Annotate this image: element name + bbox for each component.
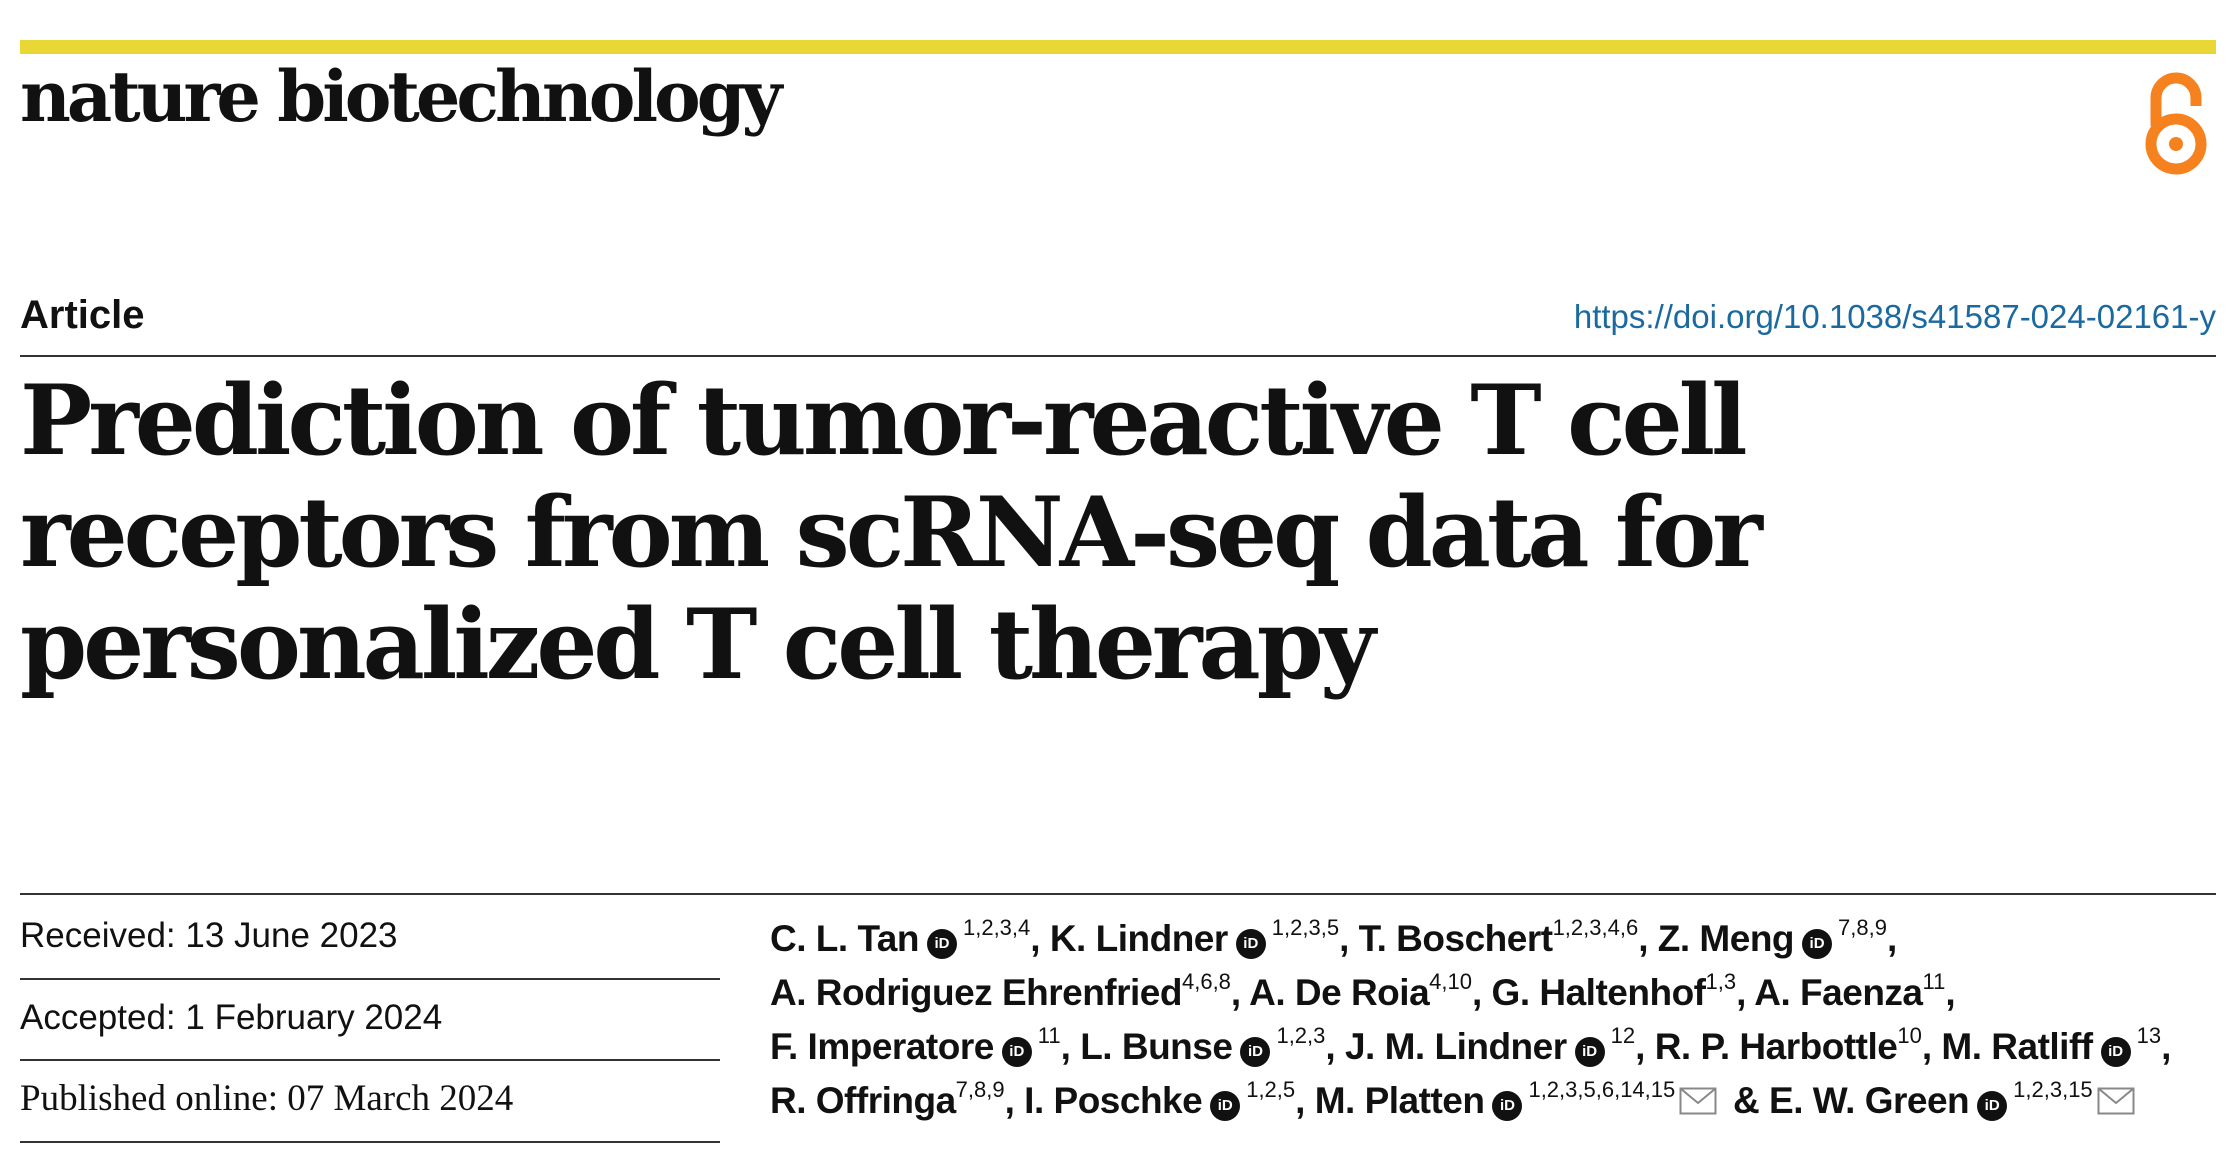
orcid-icon[interactable]: iD (1001, 1037, 1032, 1067)
open-access-icon[interactable] (2136, 66, 2216, 176)
affiliation-numbers[interactable]: 1,2,3,15 (2013, 1077, 2093, 1102)
author-name[interactable]: T. Boschert (1358, 918, 1553, 959)
affiliation-numbers[interactable]: 12 (1610, 1023, 1636, 1048)
affiliation-numbers[interactable]: 1,3 (1705, 969, 1737, 994)
email-icon[interactable] (1679, 1087, 1717, 1115)
received-date: Received: 13 June 2023 (20, 916, 398, 955)
date-divider (20, 1059, 720, 1061)
orcid-icon[interactable]: iD (1210, 1091, 1241, 1121)
author: J. M. Lindner iD12 (1344, 1023, 1636, 1067)
orcid-icon[interactable]: iD (1240, 1037, 1271, 1067)
orcid-icon[interactable]: iD (1802, 929, 1833, 959)
author: F. Imperatore iD11 (770, 1023, 1061, 1067)
email-icon[interactable] (2097, 1087, 2135, 1115)
author-name[interactable]: A. Rodriguez Ehrenfried (770, 972, 1182, 1013)
author: A. Faenza11 (1754, 969, 1946, 1014)
affiliation-numbers[interactable]: 1,2,3,5,6,14,15 (1528, 1077, 1676, 1102)
author: M. Platten iD1,2,3,5,6,14,15 (1314, 1077, 1724, 1121)
author-name[interactable]: A. Faenza (1754, 972, 1923, 1013)
author: A. Rodriguez Ehrenfried4,6,8 (770, 969, 1231, 1014)
affiliation-numbers[interactable]: 1,2,3,4 (962, 915, 1031, 940)
author-name[interactable]: L. Bunse (1080, 1026, 1233, 1067)
author: L. Bunse iD1,2,3 (1080, 1023, 1326, 1067)
author: A. De Roia4,10 (1249, 969, 1472, 1014)
affiliation-numbers[interactable]: 1,2,3,4,6 (1552, 915, 1639, 940)
author: E. W. Green iD1,2,3,15 (1769, 1077, 2141, 1121)
orcid-icon[interactable]: iD (1977, 1091, 2008, 1121)
author-name[interactable]: F. Imperatore (770, 1026, 994, 1067)
author-name[interactable]: R. Offringa (770, 1080, 956, 1121)
author: K. Lindner iD1,2,3,5 (1049, 915, 1340, 959)
author-name[interactable]: J. M. Lindner (1344, 1026, 1567, 1067)
orcid-icon[interactable]: iD (1574, 1037, 1605, 1067)
author-name[interactable]: M. Platten (1314, 1080, 1485, 1121)
affiliation-numbers[interactable]: 11 (1922, 969, 1946, 994)
author: R. Offringa7,8,9 (770, 1077, 1005, 1122)
journal-name[interactable]: nature biotechnology (20, 55, 782, 138)
author-list: C. L. Tan iD1,2,3,4, K. Lindner iD1,2,3,5,… (770, 915, 2171, 1122)
author: C. L. Tan iD1,2,3,4 (770, 915, 1031, 959)
author: M. Ratliff iD13 (1941, 1023, 2162, 1067)
orcid-icon[interactable]: iD (2100, 1037, 2131, 1067)
author-name[interactable]: A. De Roia (1249, 972, 1430, 1013)
affiliation-numbers[interactable]: 4,6,8 (1181, 969, 1231, 994)
orcid-icon[interactable]: iD (1492, 1091, 1523, 1121)
affiliation-numbers[interactable]: 1,2,3 (1276, 1023, 1326, 1048)
author-name[interactable]: R. P. Harbottle (1654, 1026, 1898, 1067)
author-name[interactable]: E. W. Green (1769, 1080, 1970, 1121)
author-name[interactable]: C. L. Tan (770, 918, 919, 959)
author-name[interactable]: I. Poschke (1024, 1080, 1203, 1121)
author: Z. Meng iD7,8,9 (1657, 915, 1887, 959)
affiliation-numbers[interactable]: 7,8,9 (1838, 915, 1887, 940)
article-type: Article (20, 293, 145, 337)
author-name[interactable]: Z. Meng (1657, 918, 1795, 959)
affiliation-numbers[interactable]: 10 (1897, 1023, 1922, 1048)
title-divider (20, 355, 2216, 357)
author: T. Boschert1,2,3,4,6 (1358, 915, 1639, 960)
author: R. P. Harbottle10 (1654, 1023, 1922, 1068)
published-date: Published online: 07 March 2024 (20, 1078, 514, 1119)
affiliation-numbers[interactable]: 1,2,5 (1246, 1077, 1296, 1102)
accepted-date: Accepted: 1 February 2024 (20, 998, 443, 1037)
author-name[interactable]: M. Ratliff (1941, 1026, 2093, 1067)
author-name[interactable]: G. Haltenhof (1491, 972, 1706, 1013)
article-title: Prediction of tumor-reactive T cell rece… (20, 364, 1763, 701)
author: G. Haltenhof1,3 (1491, 969, 1737, 1014)
affiliation-numbers[interactable]: 7,8,9 (955, 1077, 1005, 1102)
affiliation-numbers[interactable]: 13 (2136, 1023, 2162, 1048)
author: I. Poschke iD1,2,5 (1024, 1077, 1296, 1121)
metadata-divider (20, 893, 2216, 895)
affiliation-numbers[interactable]: 1,2,3,5 (1271, 915, 1340, 940)
journal-accent-bar (20, 40, 2216, 54)
affiliation-numbers[interactable]: 4,10 (1429, 969, 1472, 994)
affiliation-numbers[interactable]: 11 (1037, 1023, 1061, 1048)
date-divider (20, 1141, 720, 1143)
date-divider (20, 978, 720, 980)
orcid-icon[interactable]: iD (926, 929, 957, 959)
author-name[interactable]: K. Lindner (1049, 918, 1228, 959)
orcid-icon[interactable]: iD (1235, 929, 1266, 959)
doi-link[interactable]: https://doi.org/10.1038/s41587-024-02161… (1573, 298, 2216, 335)
